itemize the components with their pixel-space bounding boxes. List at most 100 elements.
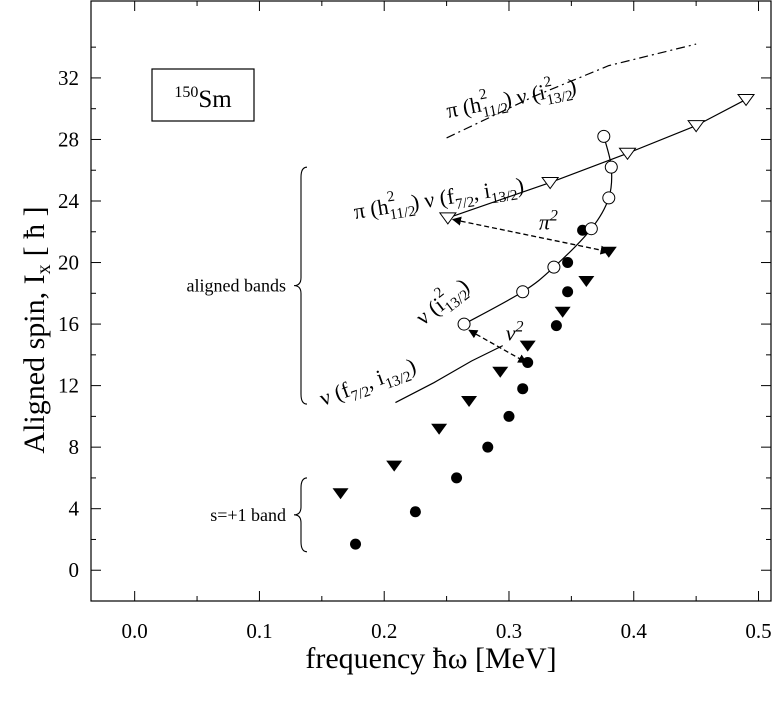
series-3-point-1: [541, 177, 560, 190]
points-layer: [332, 93, 756, 550]
nucleus-box: [151, 68, 255, 122]
series-0-point-0: [350, 538, 362, 550]
series-0-point-8: [562, 286, 574, 298]
series-1-point-0: [332, 488, 349, 500]
y-tick-label: 16: [58, 312, 79, 336]
arrow-1-label-sup: 2: [516, 318, 524, 335]
series-1-point-2: [431, 423, 448, 435]
nucleus-mass: 150: [174, 84, 198, 101]
x-tick-label: 0.0: [122, 619, 148, 643]
y-tick-label: 4: [69, 497, 80, 521]
series-2-point-1: [516, 285, 530, 299]
annotation-pi-h-nu-i-part-2: 2: [478, 86, 488, 103]
y-tick-label: 0: [69, 558, 80, 582]
series-0-point-2: [451, 472, 463, 484]
x-tick-label: 0.3: [496, 619, 522, 643]
series-1-point-1: [386, 460, 403, 472]
annotation-pi-h-nu-i-part-1: 11/2: [481, 100, 510, 121]
arrow-1: [468, 329, 528, 364]
arrow-1-label: ν2: [506, 318, 524, 345]
annotation-pi-h-nu-i-part-3: ) ν (i: [502, 79, 548, 112]
series-3-point-4: [737, 93, 756, 107]
x-tick-label: 0.4: [621, 619, 648, 643]
y-tick-label: 24: [58, 189, 80, 213]
series-2-point-3: [584, 222, 598, 236]
annotation-pi-h-nu-fi: π (h11/22 ) ν (f7/2, i13/2): [351, 168, 526, 228]
y-axis-title-main: Aligned spin, I: [18, 274, 51, 453]
series-0-point-9: [562, 257, 574, 269]
annotation-pi-h-nu-i: π (h11/22) ν (i13/22): [443, 69, 579, 128]
series-0-point-4: [503, 410, 515, 422]
y-tick-label: 8: [69, 435, 80, 459]
series-2-point-2: [547, 260, 561, 274]
annotation-pi-h-nu-fi-part-2: 2: [386, 189, 396, 206]
series-0-point-3: [482, 441, 494, 453]
annotation-pi-h-nu-fi-part-1: 11/2: [389, 204, 417, 224]
series-3-point-2: [618, 147, 637, 161]
annotation-pi-h-nu-i-part-5: 2: [543, 74, 553, 91]
annotation-pi-h-nu-fi-part-6: 13/2: [490, 187, 519, 207]
axes-layer: [90, 0, 772, 602]
bracket-0: [293, 166, 308, 405]
arrow-0-label-sup: 2: [550, 208, 558, 225]
x-axis-title: frequency ħω [MeV]: [305, 642, 556, 675]
annotation-pi-h-nu-fi-part-5: , i: [471, 178, 492, 205]
arrow-0-label: π2: [539, 208, 558, 235]
svg-text:150Sm: 150Sm: [174, 84, 232, 113]
series-1-point-4: [492, 366, 509, 378]
ticks-layer: 0.0 0.1 0.2 0.3 0.4 0.5 0 4 8 12 16 20 24 28 32: [58, 1, 772, 643]
series-1-point-7: [578, 276, 595, 287]
y-tick-label: 28: [58, 127, 79, 151]
series-2-point-4: [602, 191, 616, 205]
annotation-pi-h-nu-fi-part-3: ) ν (f: [410, 183, 457, 215]
annotation-nu-fi: ν (f7/2, i13/2): [316, 353, 421, 416]
arrow-0: [451, 216, 610, 255]
y-tick-label: 20: [58, 251, 79, 275]
series-2-point-0: [457, 317, 471, 331]
annotation-pi-h-nu-fi-part-7: ): [514, 172, 525, 198]
nucleus-label: 150Sm: [151, 68, 255, 122]
annotation-pi-h-nu-i-part-0: π (h: [444, 92, 483, 123]
series-0-point-5: [517, 383, 529, 395]
y-tick-label: 32: [58, 66, 79, 90]
svg-text:ν (f7/2, i13/2): ν (f7/2, i13/2): [316, 353, 421, 416]
series-2-point-5: [604, 160, 618, 174]
series-1-point-6: [554, 306, 571, 318]
arrow-0-label-main: π: [539, 210, 551, 235]
series-1-point-3: [461, 396, 478, 407]
y-tick-label: 12: [58, 374, 79, 398]
bracket-1: [293, 477, 308, 553]
annotation-nu-fi-part-0: ν (f: [316, 377, 353, 411]
y-axis-title-sub: x: [33, 264, 55, 274]
annotation-pi-h-nu-fi-part-4: 7/2: [454, 194, 475, 213]
svg-text:π (h11/22) ν (f7/2, i13/2): π (h11/22 ) ν (f7/2, i13/2): [351, 168, 526, 228]
arrow-1-label-main: ν: [506, 320, 516, 345]
annotation-pi-h-nu-i-part-4: 13/2: [545, 88, 574, 109]
series-2-point-6: [597, 129, 611, 143]
bracket-1-label: s=+1 band: [210, 505, 286, 525]
annotation-pi-h-nu-i-part-6: ): [566, 73, 578, 99]
annotation-nu-fi-part-1: 7/2: [349, 384, 372, 406]
plot-frame: [90, 0, 772, 602]
x-tick-label: 0.2: [371, 619, 397, 643]
nucleus-symbol: Sm: [198, 86, 232, 113]
series-5-curve: [446, 43, 697, 139]
brackets-layer: aligned bands s=+1 band: [187, 166, 308, 553]
series-3-point-0: [438, 212, 457, 225]
x-tick-label: 0.5: [745, 619, 771, 643]
series-0-point-1: [409, 506, 421, 518]
svg-text:Aligned spin, Ix[ ħ ]: Aligned spin, Ix [ ħ ]: [18, 206, 55, 453]
series-0-point-7: [550, 320, 562, 332]
svg-text:π (h11/22) ν (i13/22): π (h11/22) ν (i13/22): [443, 69, 579, 128]
annotation-pi-h-nu-fi-part-0: π (h: [352, 194, 390, 224]
bracket-0-label: aligned bands: [187, 276, 286, 296]
y-axis-title-unit: [ ħ ]: [18, 206, 51, 256]
y-axis-title: Aligned spin, Ix [ ħ ]: [18, 206, 55, 453]
series-0-point-6: [522, 357, 534, 369]
series-1-point-5: [519, 340, 536, 352]
x-tick-label: 0.1: [246, 619, 272, 643]
series-1-point-8: [600, 246, 617, 258]
